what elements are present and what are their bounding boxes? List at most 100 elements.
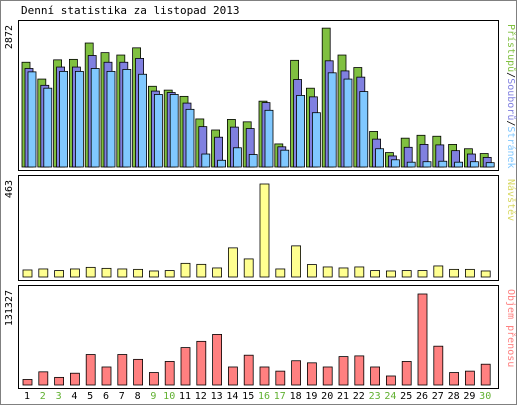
scale-label: 2872 (4, 25, 15, 49)
day-label-17: 17 (274, 391, 286, 402)
day-label-18: 18 (290, 391, 302, 402)
pages-bar-26 (422, 161, 432, 168)
day-label-12: 12 (195, 391, 207, 402)
day-label-8: 8 (135, 391, 141, 402)
day-label-24: 24 (384, 391, 396, 402)
pages-bar-19 (311, 112, 321, 168)
pages-bar-14 (232, 147, 242, 168)
scale-label: 131327 (4, 290, 15, 326)
pages-bar-9 (153, 94, 163, 168)
kbytes-bar-13 (212, 334, 223, 386)
panel-2: 463 Návštěv (4, 175, 517, 281)
day-label-10: 10 (163, 391, 175, 402)
kbytes-bar-20 (322, 366, 333, 386)
day-label-26: 26 (416, 391, 428, 402)
day-label-25: 25 (400, 391, 412, 402)
kbytes-bar-15 (243, 354, 254, 386)
visits-bar-21 (338, 267, 349, 278)
pages-bar-28 (454, 161, 464, 168)
kbytes-bar-22 (354, 355, 365, 386)
pages-bar-12 (201, 153, 211, 168)
legend-label: Návštěv (505, 179, 517, 221)
kbytes-bar-7 (117, 354, 128, 386)
panel-1: 2872 Přístupů/Souborů/Stránek (4, 20, 517, 171)
pages-bar-27 (438, 160, 448, 168)
day-label-3: 3 (56, 391, 62, 402)
visits-bar-28 (449, 268, 460, 278)
visits-bar-15 (243, 258, 254, 278)
pages-bar-10 (169, 94, 179, 168)
day-label-1: 1 (24, 391, 30, 402)
kbytes-bar-26 (417, 293, 428, 386)
kbytes-bar-19 (306, 362, 317, 386)
kbytes-bar-1 (22, 379, 33, 386)
pages-bar-7 (122, 69, 132, 168)
visits-bar-22 (354, 266, 365, 278)
kbytes-bar-2 (38, 371, 49, 386)
visits-bar-26 (417, 270, 428, 278)
pages-bar-8 (138, 73, 148, 168)
pages-bar-11 (185, 108, 195, 168)
visits-bar-23 (370, 270, 381, 278)
kbytes-bar-29 (464, 370, 475, 386)
visits-bar-13 (212, 267, 223, 278)
pages-bar-13 (217, 159, 227, 168)
day-label-9: 9 (150, 391, 156, 402)
kbytes-bar-24 (385, 375, 396, 386)
pages-bar-3 (59, 70, 68, 168)
pages-bar-16 (264, 109, 274, 168)
day-label-19: 19 (305, 391, 317, 402)
pages-bar-22 (359, 91, 369, 168)
pages-bar-17 (280, 149, 290, 168)
kbytes-bar-5 (85, 354, 96, 386)
visits-bar-4 (70, 268, 80, 278)
kbytes-bar-18 (291, 360, 302, 386)
kbytes-bar-4 (70, 372, 80, 386)
x-axis-day-labels: 1 2 3 4 5 6 7 8 9 10 11 12 13 14 15 16 17 18 19 20 21 22 23 24 2… (24, 391, 491, 402)
pages-bar-30 (485, 162, 495, 168)
kbytes-bar-28 (449, 372, 460, 386)
day-label-28: 28 (448, 391, 460, 402)
kbytes-bar-21 (338, 356, 349, 386)
legend-sep: / (505, 72, 516, 78)
day-label-11: 11 (179, 391, 191, 402)
day-label-21: 21 (337, 391, 349, 402)
day-label-29: 29 (463, 391, 475, 402)
visits-bar-20 (322, 266, 333, 278)
scale-label: 463 (4, 180, 15, 198)
day-label-22: 22 (353, 391, 365, 402)
pages-bar-18 (296, 95, 306, 168)
visits-bar-30 (480, 270, 491, 278)
kbytes-bar-8 (133, 358, 144, 386)
visits-bar-9 (148, 270, 159, 278)
legend-pages: Stránek (505, 126, 517, 168)
pages-bar-21 (343, 78, 353, 168)
visits-bar-17 (275, 268, 286, 278)
visits-bar-19 (306, 264, 317, 278)
visits-bar-12 (196, 263, 207, 278)
kbytes-bar-17 (275, 370, 286, 386)
day-label-27: 27 (432, 391, 444, 402)
panel-3: 131327 Objem přenosu (4, 285, 517, 389)
visits-bar-8 (133, 268, 144, 278)
day-label-2: 2 (40, 391, 46, 402)
kbytes-bar-25 (401, 361, 412, 386)
visits-bar-27 (433, 265, 444, 278)
visits-bar-11 (180, 262, 191, 278)
bars (21, 27, 495, 168)
pages-bar-2 (43, 87, 53, 168)
pages-bar-23 (375, 148, 385, 168)
kbytes-bar-27 (433, 345, 444, 386)
visits-bar-25 (401, 270, 412, 278)
visits-bar-3 (54, 270, 64, 278)
day-label-4: 4 (71, 391, 77, 402)
pages-bar-5 (90, 68, 100, 168)
day-label-16: 16 (258, 391, 270, 402)
kbytes-bar-23 (370, 366, 381, 386)
visits-bar-2 (38, 268, 49, 278)
panel-border (18, 175, 499, 281)
pages-bar-29 (469, 161, 479, 168)
kbytes-bar-11 (180, 347, 191, 386)
kbytes-bar-12 (196, 340, 207, 386)
